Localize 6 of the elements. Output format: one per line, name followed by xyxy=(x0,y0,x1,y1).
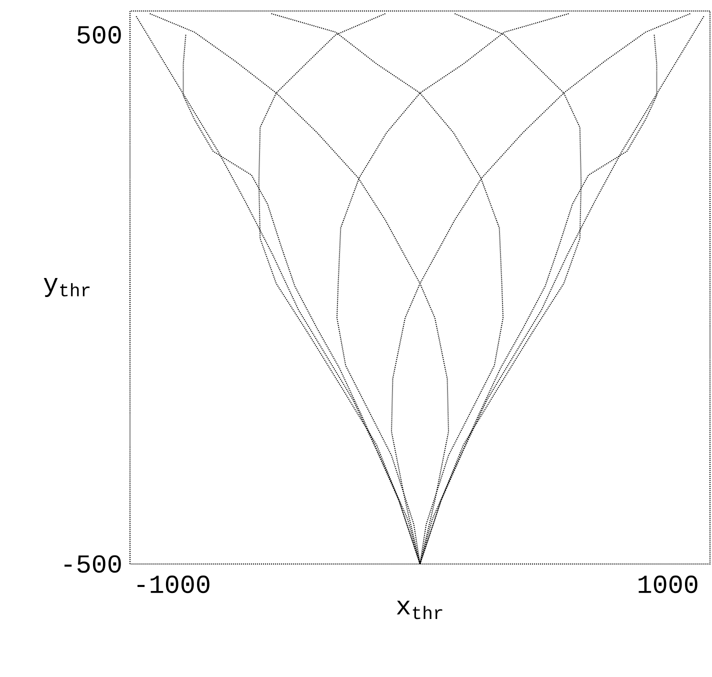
x-tick-label: -1000 xyxy=(137,576,210,594)
x-tick-label: 1000 xyxy=(638,576,698,594)
y-tick-label: 500 xyxy=(77,26,121,44)
x-axis-title: x$_{thr}$ xyxy=(396,600,442,620)
y-axis-title: y$_{thr}$ xyxy=(44,278,90,298)
y-tick-label: -500 xyxy=(64,555,121,573)
